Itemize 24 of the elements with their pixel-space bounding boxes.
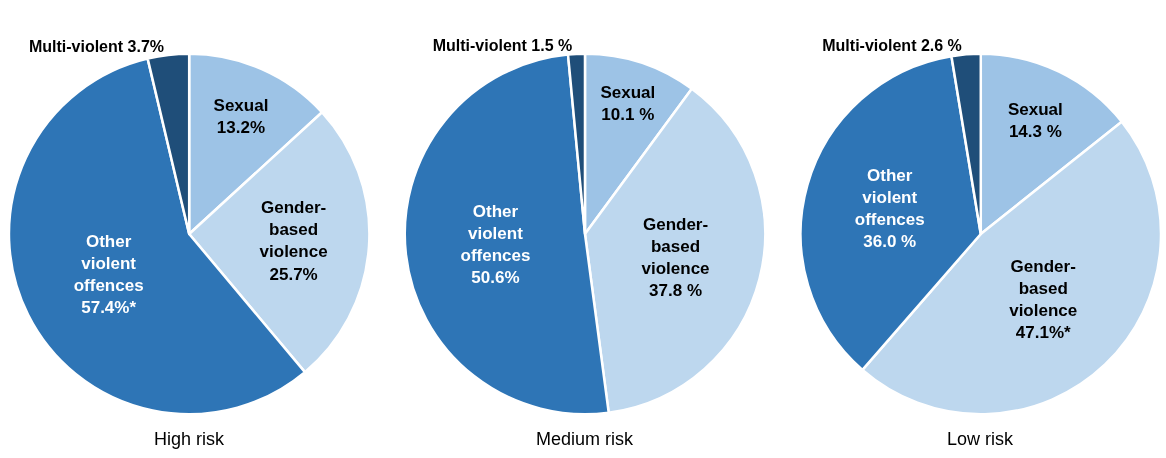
- slice-label: Other violent offences: [73, 231, 144, 295]
- data-label: 10.1 %: [601, 105, 655, 125]
- slice-label: Sexual: [1007, 100, 1063, 120]
- data-label: 57.4%*: [81, 298, 137, 318]
- slice-label: Sexual: [600, 82, 656, 102]
- slice-label: Multi-violent 2.6 %: [822, 37, 962, 55]
- slice-label: Other violent offences: [460, 201, 531, 265]
- data-label: 50.6%: [471, 267, 520, 287]
- slice-label: Multi-violent 3.7%: [28, 38, 165, 56]
- text: Medium risk: [536, 429, 635, 449]
- data-label: 36.0 %: [863, 231, 917, 251]
- slice-label: Gender-based violence: [1009, 256, 1078, 320]
- slice-label: Other violent offences: [854, 165, 925, 229]
- data-label: 13.2%: [216, 117, 266, 137]
- data-label: 14.3 %: [1008, 122, 1062, 142]
- data-label: 25.7%: [269, 264, 318, 284]
- slice-label: Gender-based violence: [641, 214, 710, 278]
- data-label: 47.1%*: [1015, 322, 1071, 342]
- text: Low risk: [947, 429, 1015, 449]
- data-label: 37.8 %: [649, 280, 703, 300]
- slice-label: Multi-violent 1.5 %: [432, 37, 573, 54]
- slice-label: Sexual: [213, 95, 269, 115]
- text: High risk: [154, 429, 226, 449]
- slice-label: Gender-based violence: [259, 198, 328, 262]
